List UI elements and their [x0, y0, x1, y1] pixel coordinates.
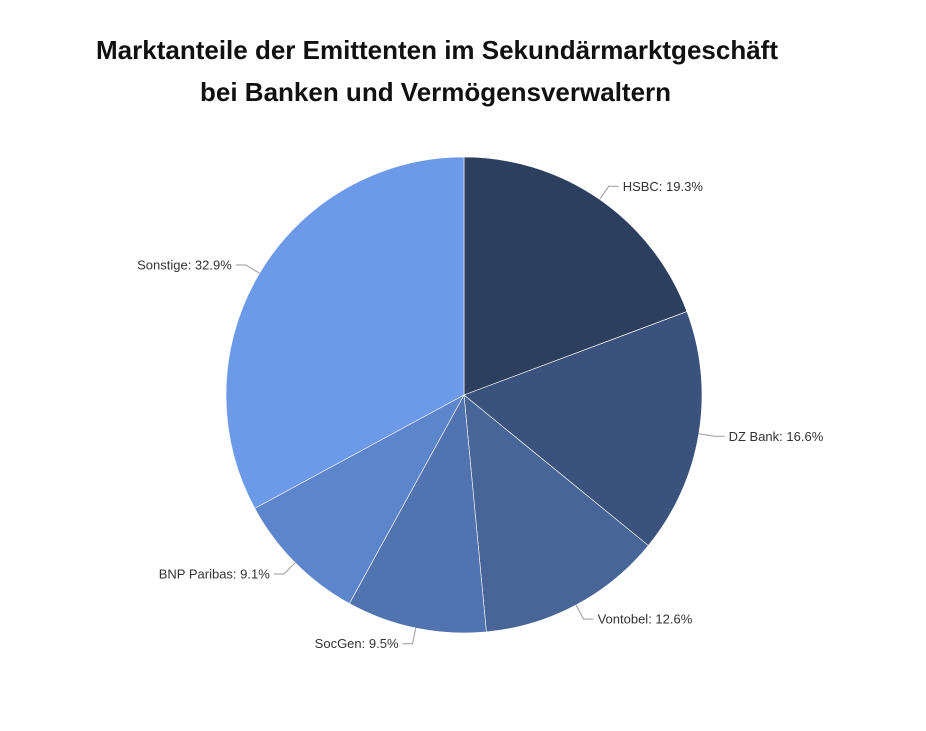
data-label-bnp-paribas: BNP Paribas: 9.1%: [159, 567, 270, 582]
pie-slice-bnp-paribas: [254, 394, 465, 604]
data-label-vontobel: Vontobel: 12.6%: [598, 612, 693, 627]
data-label-dz-bank: DZ Bank: 16.6%: [729, 429, 824, 444]
pie-slice-vontobel: [463, 394, 649, 633]
data-label-sonstige: Sonstige: 32.9%: [137, 258, 232, 273]
leader-line: [575, 604, 594, 620]
leader-line: [698, 433, 725, 437]
pie-slice-socgen: [348, 394, 487, 634]
pie-slices: [225, 156, 703, 634]
leader-line: [402, 627, 417, 645]
data-label-socgen: SocGen: 9.5%: [315, 636, 399, 651]
chart-title-line-1: Marktanteile der Emittenten im Sekundärm…: [96, 35, 778, 65]
pie-labels: HSBC: 19.3% DZ Bank: 16.6% Vontobel: 12.6%…: [137, 179, 824, 651]
data-label-hsbc: HSBC: 19.3%: [623, 179, 704, 194]
leader-line: [273, 562, 296, 575]
chart-title-line-2: bei Banken und Vermögensverwaltern: [200, 77, 671, 107]
leader-line: [599, 185, 619, 200]
pie-slice-sonstige: [225, 156, 465, 509]
leader-line: [235, 264, 260, 274]
pie-slice-hsbc: [463, 156, 688, 396]
